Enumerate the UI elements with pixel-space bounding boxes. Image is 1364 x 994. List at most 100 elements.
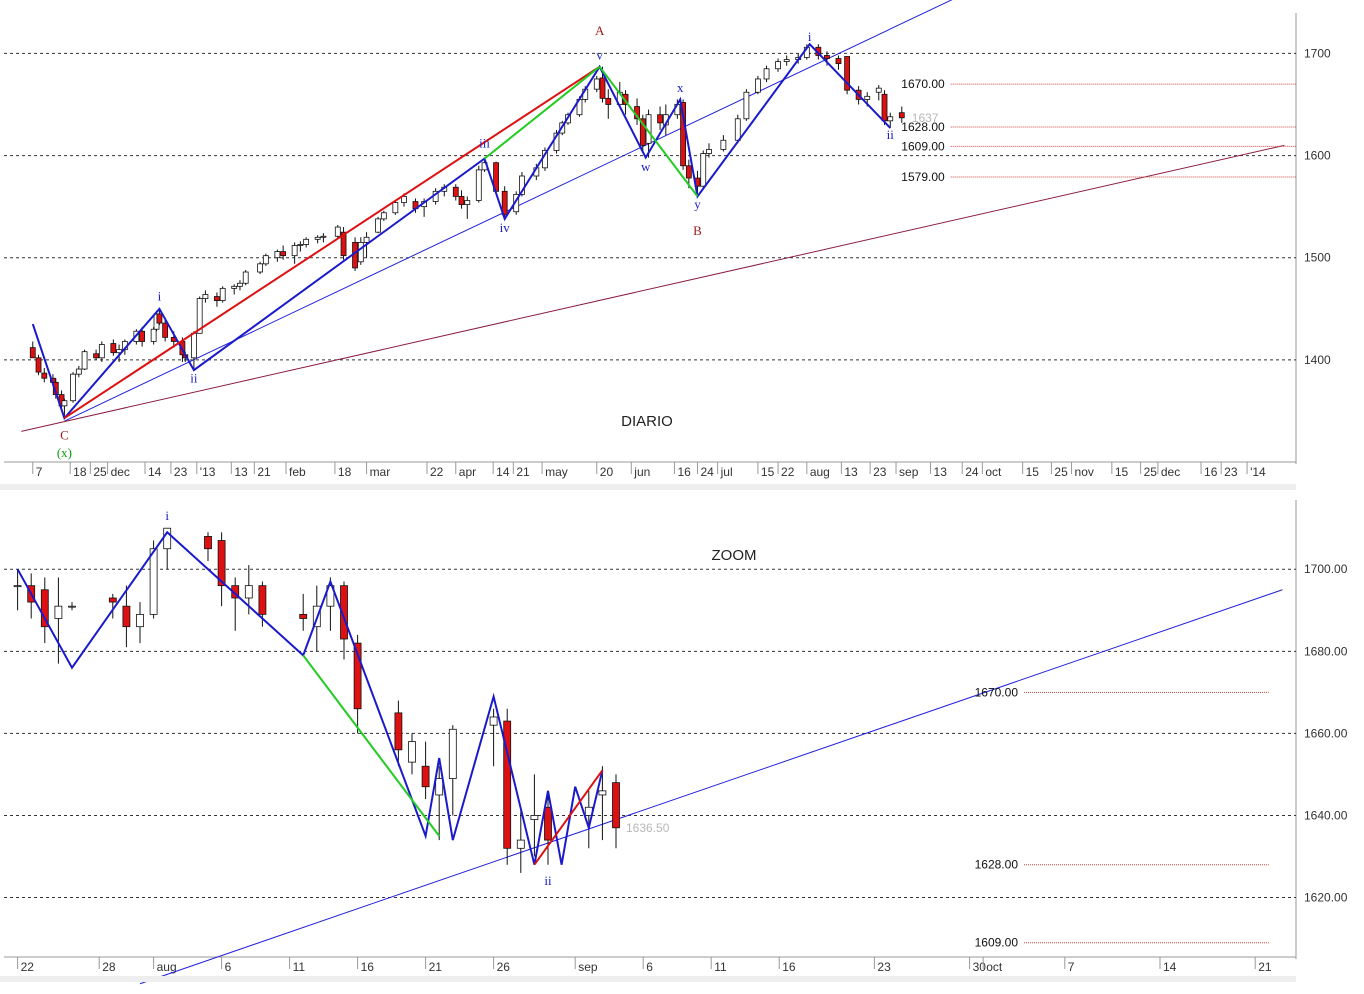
daily-x-tick-label: mar xyxy=(370,465,391,479)
zoom-candle-body xyxy=(54,605,63,619)
zoom-candle-body xyxy=(421,765,430,788)
daily-x-tick-label: 15 xyxy=(1026,465,1040,479)
daily-candle xyxy=(314,235,321,244)
daily-candle-body xyxy=(755,78,761,93)
daily-candle-body xyxy=(291,245,298,257)
daily-trend-line xyxy=(64,0,953,422)
daily-candle xyxy=(334,225,341,239)
daily-candle xyxy=(743,89,750,121)
zoom-chart-panel: ZOOM 1620.00 1640.00 1660.00 1680.00 1700.00… xyxy=(4,500,1348,985)
daily-candle xyxy=(297,241,304,252)
zoom-candle xyxy=(217,532,226,607)
zoom-candle-body xyxy=(326,585,335,607)
daily-x-tick-label: aug xyxy=(810,465,830,479)
zoom-wave-line xyxy=(302,654,440,837)
zoom-candle xyxy=(489,708,498,767)
daily-candle-body xyxy=(61,400,68,407)
zoom-candle-body xyxy=(530,815,539,820)
daily-candle-body xyxy=(844,56,851,91)
daily-candle-body xyxy=(706,149,712,154)
daily-candle-body xyxy=(881,93,888,122)
zoom-candle-body xyxy=(394,712,403,751)
daily-candle-body xyxy=(700,153,707,187)
zoom-x-tick-label: 14 xyxy=(1163,960,1177,974)
zoom-candle-body xyxy=(108,597,117,603)
daily-wave-label: i xyxy=(158,289,162,304)
daily-candle-body xyxy=(297,244,304,246)
daily-candle xyxy=(755,75,761,95)
zoom-level-label: 1628.00 xyxy=(975,858,1019,872)
daily-candle-body xyxy=(202,294,209,299)
daily-wave-label: w xyxy=(641,159,651,174)
daily-candle xyxy=(700,150,707,189)
daily-x-tick-label: 22 xyxy=(430,465,444,479)
daily-trend-line xyxy=(21,144,1285,432)
daily-x-tick-label: dec xyxy=(111,465,130,479)
daily-candle-body xyxy=(262,255,269,265)
daily-candle xyxy=(75,365,82,378)
daily-wave-label: ii xyxy=(887,127,895,142)
daily-candle-body xyxy=(35,357,42,373)
zoom-candle xyxy=(408,733,416,775)
daily-x-tick-label: 13 xyxy=(234,465,248,479)
daily-x-tick-label: 16 xyxy=(677,465,691,479)
daily-x-tick-label: 23 xyxy=(873,465,887,479)
daily-candle-body xyxy=(380,212,387,220)
zoom-candle-body xyxy=(448,728,457,779)
daily-candle-body xyxy=(452,186,459,197)
daily-candle-body xyxy=(162,322,169,338)
zoom-wave-line xyxy=(533,769,604,866)
daily-x-tick-label: 18 xyxy=(338,465,352,479)
zoom-candle xyxy=(40,577,49,644)
daily-wave-label: x xyxy=(677,80,684,95)
daily-candle-body xyxy=(156,313,163,324)
zoom-candle xyxy=(299,593,308,631)
daily-level-label: 1670.00 xyxy=(901,77,945,91)
daily-candle-body xyxy=(320,235,327,238)
daily-x-tick-label: 15 xyxy=(761,465,775,479)
daily-candle xyxy=(452,184,459,201)
daily-candle-body xyxy=(214,296,220,302)
daily-candle-body xyxy=(639,118,646,146)
daily-candle xyxy=(835,55,842,70)
daily-wave-label: B xyxy=(693,223,702,238)
daily-candle xyxy=(110,339,117,356)
daily-chart-title: DIARIO xyxy=(621,413,673,430)
zoom-x-tick-label: 28 xyxy=(102,960,116,974)
daily-candle-body xyxy=(775,61,781,70)
daily-candle-body xyxy=(110,343,117,354)
daily-candle xyxy=(357,237,364,265)
daily-x-tick-label: dec xyxy=(1161,465,1180,479)
zoom-candle xyxy=(544,794,552,865)
zoom-y-tick-label: 1660.00 xyxy=(1304,726,1348,740)
daily-candle-body xyxy=(605,97,612,105)
daily-candle xyxy=(196,296,203,334)
daily-scrollbar[interactable] xyxy=(0,484,1296,490)
zoom-candle xyxy=(108,593,117,619)
daily-wave-label: A xyxy=(595,23,605,38)
zoom-candle-body xyxy=(489,716,498,726)
daily-candle xyxy=(553,130,560,154)
daily-x-tick-label: 7 xyxy=(36,465,43,479)
zoom-candle xyxy=(598,766,607,841)
daily-y-tick-label: 1600 xyxy=(1304,149,1331,163)
daily-candle-body xyxy=(375,218,381,233)
zoom-scrollbar[interactable] xyxy=(0,976,1296,982)
zoom-candle xyxy=(149,540,158,619)
zoom-candle-body xyxy=(516,839,525,849)
daily-level-label: 1609.00 xyxy=(901,139,945,153)
daily-candle xyxy=(274,249,281,262)
daily-level-label: 1579.00 xyxy=(901,170,945,184)
daily-candle-body xyxy=(783,59,790,63)
daily-x-tick-label: 22 xyxy=(781,465,795,479)
zoom-x-tick-label: aug xyxy=(157,960,177,974)
daily-candle-body xyxy=(257,263,263,273)
daily-wave-label: v xyxy=(596,48,603,63)
daily-candle-body xyxy=(237,282,243,287)
daily-x-tick-label: 15 xyxy=(1115,465,1129,479)
zoom-candle-body xyxy=(408,741,416,763)
daily-candle-body xyxy=(864,95,871,100)
daily-y-tick-label: 1700 xyxy=(1304,46,1331,60)
zoom-candle xyxy=(421,741,430,800)
